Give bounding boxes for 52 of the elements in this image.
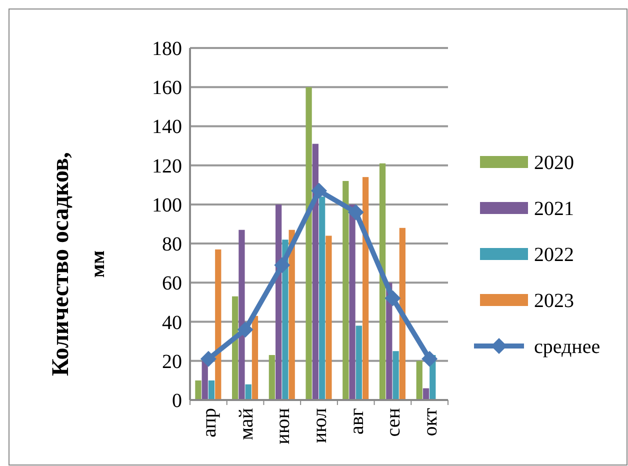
point bbox=[237, 322, 254, 338]
y-tick-label: 60 bbox=[162, 272, 182, 295]
y-tick-label: 120 bbox=[152, 155, 182, 178]
legend-label: среднее bbox=[534, 336, 600, 358]
bar bbox=[232, 296, 238, 400]
bar bbox=[319, 196, 326, 400]
x-tick-label: июн bbox=[272, 408, 294, 444]
bar bbox=[399, 228, 406, 400]
y-tick-label: 20 bbox=[162, 350, 182, 373]
bar bbox=[215, 249, 222, 400]
x-tick-label: апр bbox=[198, 408, 220, 438]
bar bbox=[195, 380, 202, 400]
y-tick-label: 40 bbox=[162, 312, 182, 334]
y-tick-label: 100 bbox=[152, 194, 182, 216]
point bbox=[200, 350, 216, 367]
y-tick-label: 80 bbox=[162, 234, 182, 256]
x-tick-label: май bbox=[235, 408, 258, 440]
bar bbox=[245, 384, 252, 400]
point bbox=[348, 204, 364, 220]
bar bbox=[268, 355, 276, 400]
legend-label: 2022 bbox=[534, 244, 574, 266]
bar bbox=[362, 177, 369, 400]
y-tick-label: 160 bbox=[152, 77, 182, 100]
bar bbox=[356, 326, 362, 400]
x-tick-label: авг bbox=[346, 408, 368, 435]
bar bbox=[326, 236, 332, 400]
bar bbox=[342, 180, 349, 400]
bar bbox=[312, 144, 318, 400]
bar bbox=[416, 360, 422, 400]
y-tick-label: 0 bbox=[172, 390, 182, 412]
bar bbox=[306, 87, 312, 400]
x-tick-label: окт bbox=[420, 408, 442, 436]
legend-label: 2023 bbox=[534, 290, 574, 312]
x-tick-label: июл bbox=[309, 408, 331, 444]
bar bbox=[208, 380, 215, 400]
bar bbox=[392, 351, 399, 400]
legend-label: 2021 bbox=[534, 198, 574, 220]
bar bbox=[288, 230, 295, 400]
y-tick-label: 180 bbox=[152, 38, 182, 60]
legend-label: 2020 bbox=[534, 152, 574, 174]
point bbox=[384, 290, 401, 306]
y-tick-label: 140 bbox=[152, 116, 182, 138]
bar bbox=[379, 163, 386, 400]
bar bbox=[276, 204, 282, 400]
bar bbox=[252, 316, 258, 400]
y-axis-title: Количество осадков, мм bbox=[48, 152, 109, 376]
point bbox=[274, 257, 290, 274]
bar bbox=[238, 230, 245, 400]
x-tick-label: сен bbox=[382, 408, 405, 437]
bar bbox=[349, 204, 356, 400]
point bbox=[422, 350, 438, 367]
point bbox=[311, 182, 327, 199]
